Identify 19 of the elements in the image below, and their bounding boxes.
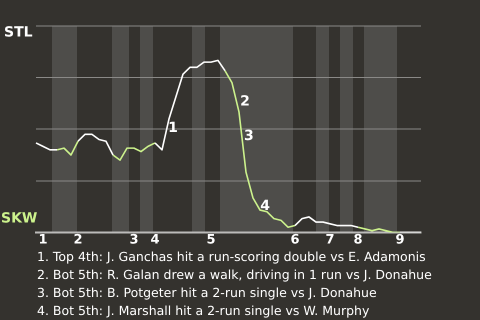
text: 3. Bot 5th: B. Potgeter hit a 2-run single vs J. Donahue (37, 284, 378, 302)
annotation: SKW (1, 210, 38, 227)
text: STL (4, 24, 33, 41)
x-tick-label: 2 (73, 232, 83, 248)
x-tick-label: 5 (206, 232, 216, 248)
x-tick-label: 7 (325, 232, 335, 248)
text: 4. Bot 5th: J. Marshall hit a 2-run single vs W. Murphy (37, 302, 370, 320)
annotation: 1 (168, 120, 178, 136)
text: 2. Bot 5th: R. Galan drew a walk, driving in 1 run vs J. Donahue (37, 266, 433, 284)
text: 1. Top 4th: J. Ganchas hit a run-scoring double vs E. Adamonis (37, 248, 427, 266)
x-tick-label: 1 (38, 232, 48, 248)
x-tick-label: 8 (353, 232, 363, 248)
x-tick-label: 6 (290, 232, 300, 248)
x-tick-label: 9 (395, 232, 405, 248)
annotation: 4 (260, 198, 270, 214)
x-tick-label: 3 (129, 232, 139, 248)
x-tick-label: 4 (150, 232, 160, 248)
annotation: 3 (244, 128, 254, 144)
annotation: 2 (240, 94, 250, 110)
